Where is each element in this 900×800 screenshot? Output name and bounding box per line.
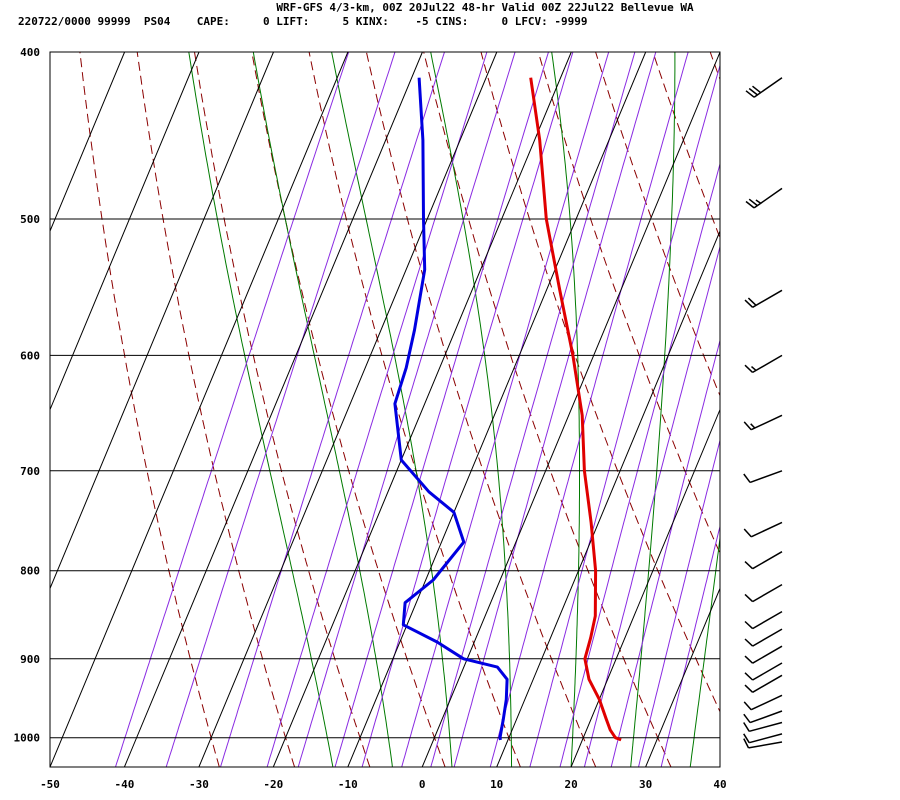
dry-adiabat xyxy=(308,52,521,767)
wind-barb xyxy=(744,354,783,374)
mixing-ratio-line xyxy=(610,338,720,767)
wind-barb xyxy=(743,414,783,431)
dewpoint-profile xyxy=(393,77,509,741)
isotherm xyxy=(496,229,720,767)
dry-adiabat xyxy=(709,52,720,81)
x-tick-label: -40 xyxy=(114,778,134,791)
dry-adiabat xyxy=(136,52,296,767)
mixing-ratio-line xyxy=(660,524,720,767)
plot-grid xyxy=(49,51,721,768)
x-tick-label: -50 xyxy=(40,778,60,791)
mixing-ratio-line xyxy=(334,52,550,767)
moist-adiabat xyxy=(551,52,580,767)
wind-barb xyxy=(743,733,783,744)
temperature-profile xyxy=(529,77,622,742)
wind-barb xyxy=(744,610,783,630)
wind-barbs xyxy=(743,77,783,749)
plot-frame xyxy=(49,51,721,768)
x-tick-label: 30 xyxy=(639,778,652,791)
mixing-ratio-line xyxy=(529,63,720,767)
mixing-ratio-line xyxy=(165,52,396,767)
moist-adiabat xyxy=(689,534,720,767)
dry-adiabat xyxy=(595,52,720,397)
isotherm xyxy=(272,52,572,767)
x-tick-label: 40 xyxy=(713,778,726,791)
isotherm xyxy=(50,52,349,767)
y-tick-label: 400 xyxy=(20,46,40,59)
isotherm xyxy=(719,765,720,767)
isotherm xyxy=(347,52,647,767)
wind-barb xyxy=(744,628,783,647)
wind-barb xyxy=(743,694,783,711)
mixing-ratio-line xyxy=(453,52,657,767)
dry-adiabat xyxy=(423,52,672,767)
isotherm xyxy=(50,52,274,590)
dry-adiabat xyxy=(79,52,220,767)
mixing-ratio-line xyxy=(401,52,610,767)
sounding-profiles xyxy=(393,77,622,742)
x-tick-label: -30 xyxy=(189,778,209,791)
dry-adiabat xyxy=(365,52,597,767)
mixing-ratio-line xyxy=(430,52,636,767)
isotherm xyxy=(570,408,720,767)
moist-adiabat xyxy=(252,52,393,767)
x-tick-label: -20 xyxy=(263,778,283,791)
x-tick-label: 0 xyxy=(419,778,426,791)
y-tick-label: 1000 xyxy=(14,732,41,745)
isotherm xyxy=(50,52,126,233)
wind-barb xyxy=(744,645,783,664)
sounding-indices: 220722/0000 99999 PS04 CAPE: 0 LIFT: 5 K… xyxy=(18,15,588,28)
mixing-ratio-line xyxy=(220,52,446,767)
wind-barb xyxy=(744,551,783,570)
wind-barb xyxy=(743,710,783,724)
wind-barb xyxy=(744,289,783,308)
wind-barb xyxy=(743,721,783,733)
wind-barb xyxy=(745,187,783,209)
mixing-ratio-line xyxy=(559,162,720,767)
wind-barb xyxy=(744,674,783,693)
dry-adiabat xyxy=(193,52,371,767)
dry-adiabat xyxy=(817,33,900,767)
moist-adiabat xyxy=(750,33,867,767)
y-tick-label: 500 xyxy=(20,213,40,226)
moist-adiabat xyxy=(331,52,453,767)
dry-adiabat xyxy=(760,33,900,767)
axes: -50 -40 -30 -20 -10 0 10 20 30 40 400 500 600 700 800 9… xyxy=(14,46,727,791)
y-tick-label: 600 xyxy=(20,349,40,362)
wind-barb xyxy=(743,738,783,749)
isotherm xyxy=(645,587,720,767)
wind-barb xyxy=(743,521,783,538)
wind-barb xyxy=(743,470,783,484)
thermo-background xyxy=(79,33,900,767)
dry-adiabat xyxy=(652,52,720,240)
isotherm xyxy=(421,52,720,767)
y-tick-label: 700 xyxy=(20,465,40,478)
x-tick-label: 20 xyxy=(564,778,577,791)
moist-adiabat xyxy=(188,52,334,767)
mixing-ratio-line xyxy=(638,438,720,767)
dry-adiabat xyxy=(480,52,720,713)
mixing-ratio-line xyxy=(297,52,516,767)
moist-adiabat xyxy=(430,52,513,767)
mixing-ratio-line xyxy=(583,244,720,767)
x-tick-label: -10 xyxy=(338,778,358,791)
x-tick-label: 10 xyxy=(490,778,503,791)
mixing-ratio-line xyxy=(266,52,488,767)
dry-adiabat xyxy=(874,33,900,767)
isotherm xyxy=(198,52,498,767)
wind-barb xyxy=(744,662,783,681)
dry-adiabat xyxy=(537,52,720,555)
y-tick-label: 800 xyxy=(20,565,40,578)
mixing-ratio-line xyxy=(361,52,574,767)
isotherm xyxy=(123,52,423,767)
chart-title: WRF-GFS 4/3-km, 00Z 20Jul22 48-hr Valid … xyxy=(276,1,694,14)
dry-adiabat xyxy=(251,52,446,767)
mixing-ratio-line xyxy=(115,52,350,767)
y-tick-label: 900 xyxy=(20,653,40,666)
wind-barb xyxy=(744,583,783,603)
moist-adiabat xyxy=(630,52,676,767)
wind-barb xyxy=(745,77,783,98)
mixing-ratio-line xyxy=(489,52,689,767)
